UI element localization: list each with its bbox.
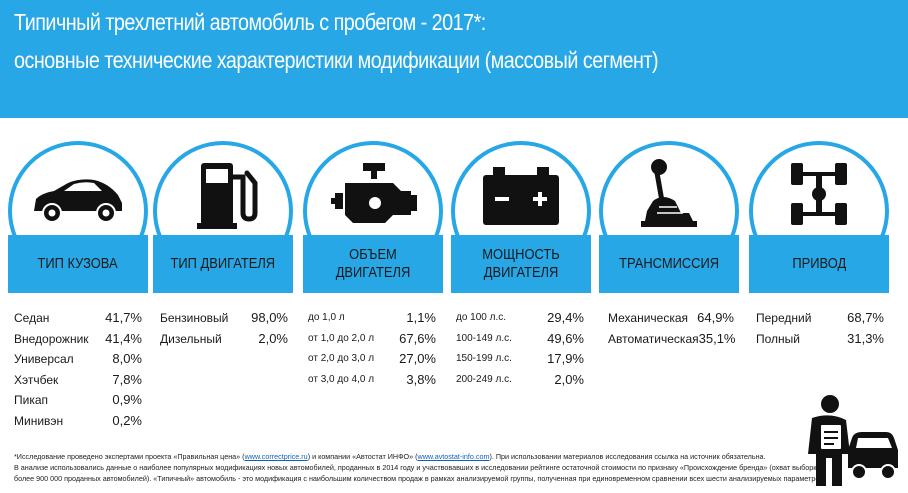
battery-icon (483, 167, 559, 225)
card-title-engine-volume: ОБЪЕМ ДВИГАТЕЛЯ (335, 246, 411, 281)
item-value: 1,1% (406, 310, 436, 325)
item-value: 35,1% (698, 330, 736, 346)
item-value: 2,0% (554, 371, 584, 387)
list-drive: Передний 68,7% Полный 31,3% (756, 308, 884, 349)
fuel-pump-icon (197, 163, 258, 229)
item-label: от 2,0 до 3,0 л (308, 353, 375, 364)
list-engine-power: до 100 л.с. 29,4% 100-149 л.с. 49,6% 150-1… (456, 308, 584, 390)
item-value: 64,9% (697, 310, 734, 325)
item-value: 68,7% (847, 310, 884, 325)
item-label: Передний (756, 311, 812, 325)
list-item: от 1,0 до 2,0 л 67,6% (308, 329, 436, 350)
item-value: 2,0% (258, 330, 288, 346)
item-label: Полный (756, 331, 800, 346)
item-value: 0,2% (112, 412, 142, 428)
item-value: 41,4% (105, 330, 142, 346)
card-title-drive: ПРИВОД (792, 255, 846, 272)
item-label: Пикап (14, 393, 49, 407)
footnote-line-1: *Исследование проведено экспертами проек… (14, 452, 794, 462)
item-value: 8,0% (112, 351, 142, 366)
card-title-transmission: ТРАНСМИССИЯ (619, 255, 719, 272)
item-value: 41,7% (105, 310, 142, 325)
item-label: Минивэн (14, 413, 64, 428)
item-label: Автоматическая (608, 331, 699, 346)
list-item: Седан 41,7% (14, 308, 142, 329)
footnote-text: *Исследование проведено экспертами проек… (14, 452, 245, 461)
item-value: 49,6% (547, 330, 584, 346)
list-item: от 2,0 до 3,0 л 27,0% (308, 349, 436, 370)
item-label: от 1,0 до 2,0 л (308, 332, 375, 344)
item-label: до 1,0 л (308, 312, 345, 323)
item-value: 0,9% (112, 392, 142, 407)
page-subtitle: основные технические характеристики моди… (14, 47, 659, 73)
list-item: Автоматическая 35,1% (608, 329, 736, 350)
list-item: до 100 л.с. 29,4% (456, 308, 584, 329)
item-value: 7,8% (112, 371, 142, 387)
card-title-engine-type: ТИП ДВИГАТЕЛЯ (170, 255, 276, 272)
list-item: Универсал 8,0% (14, 349, 142, 370)
list-transmission: Механическая 64,9% Автоматическая 35,1% (608, 308, 736, 350)
list-engine-volume: до 1,0 л 1,1% от 1,0 до 2,0 л 67,6% от 2,0… (308, 308, 436, 390)
list-item: от 3,0 до 4,0 л 3,8% (308, 370, 436, 391)
item-label: 100-149 л.с. (456, 332, 512, 344)
item-label: Универсал (14, 352, 74, 366)
list-item: Дизельный 2,0% (160, 329, 288, 350)
item-label: Бензиновый (160, 311, 229, 325)
engine-icon (331, 163, 417, 223)
person-with-car-icon (808, 395, 898, 486)
item-value: 98,0% (251, 310, 288, 325)
list-body-type: Седан 41,7% Внедорожник 41,4% Универсал 8,0… (14, 308, 142, 431)
item-label: от 3,0 до 4,0 л (308, 373, 375, 385)
footnote-line-2: В анализе использовались данные о наибол… (14, 463, 821, 472)
list-item: Полный 31,3% (756, 329, 884, 350)
item-value: 29,4% (547, 310, 584, 325)
card-title-engine-power: МОЩНОСТЬ ДВИГАТЕЛЯ (482, 246, 560, 281)
footnote-text: ). При использовании материалов исследов… (489, 452, 766, 461)
item-label: 150-199 л.с. (456, 353, 512, 364)
drivetrain-icon (791, 163, 847, 225)
item-value: 27,0% (399, 351, 436, 366)
item-label: Хэтчбек (14, 372, 59, 387)
list-item: 100-149 л.с. 49,6% (456, 329, 584, 350)
header-banner: Типичный трехлетний автомобиль с пробего… (0, 0, 908, 118)
card-title-body-type: ТИП КУЗОВА (37, 255, 119, 272)
list-item: Передний 68,7% (756, 308, 884, 329)
list-engine-type: Бензиновый 98,0% Дизельный 2,0% (160, 308, 288, 349)
item-label: до 100 л.с. (456, 312, 507, 323)
list-item: Внедорожник 41,4% (14, 329, 142, 350)
item-value: 17,9% (547, 351, 584, 366)
item-label: Дизельный (160, 331, 222, 346)
list-item: Бензиновый 98,0% (160, 308, 288, 329)
item-label: Механическая (608, 311, 689, 325)
footnote-line-3: более 900 000 проданных автомобилей). «Т… (14, 474, 826, 483)
list-item: 150-199 л.с. 17,9% (456, 349, 584, 370)
list-item: Минивэн 0,2% (14, 411, 142, 432)
car-icon (34, 179, 122, 223)
item-label: 200-249 л.с. (456, 373, 512, 385)
list-item: 200-249 л.с. 2,0% (456, 370, 584, 391)
item-value: 31,3% (847, 330, 884, 346)
page-title: Типичный трехлетний автомобиль с пробего… (14, 9, 486, 35)
list-item: Пикап 0,9% (14, 390, 142, 411)
item-value: 3,8% (406, 371, 436, 387)
item-label: Седан (14, 311, 50, 325)
list-item: Механическая 64,9% (608, 308, 734, 329)
link-avtostat[interactable]: www.avtostat-info.com (417, 452, 490, 461)
gear-shift-icon (641, 159, 697, 227)
footnote-text: ) и компании «Автостат ИНФО» ( (307, 452, 418, 461)
item-label: Внедорожник (14, 331, 89, 346)
link-correctprice[interactable]: www.correctprice.ru (244, 452, 308, 461)
list-item: до 1,0 л 1,1% (308, 308, 436, 329)
item-value: 67,6% (399, 330, 436, 346)
list-item: Хэтчбек 7,8% (14, 370, 142, 391)
